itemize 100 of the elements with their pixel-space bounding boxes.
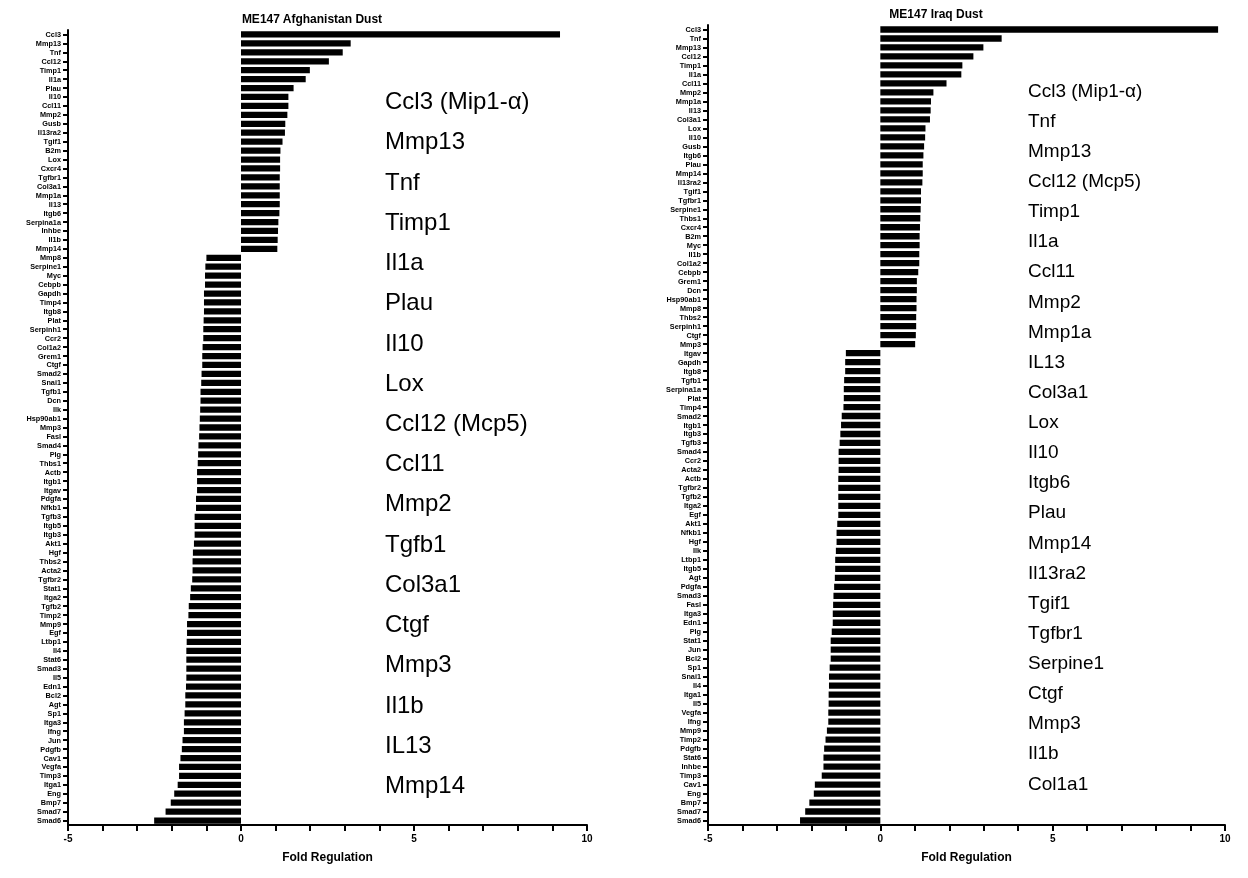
bar: [187, 629, 241, 637]
bar: [183, 719, 241, 726]
bar: [880, 179, 923, 186]
bar: [829, 664, 881, 671]
x-tick-label: 0: [238, 832, 245, 844]
bar: [831, 628, 881, 635]
bar: [192, 549, 241, 556]
annotation: Plau: [1028, 501, 1067, 523]
bar: [200, 406, 241, 413]
x-tick-label: 5: [1049, 832, 1056, 844]
bar: [838, 493, 881, 501]
bar: [205, 272, 241, 279]
bar: [185, 683, 241, 690]
bar: [880, 287, 917, 294]
bar: [241, 201, 280, 208]
bar: [838, 466, 881, 474]
annotation: Ccl12 (Mcp5): [1028, 169, 1141, 191]
bar: [880, 331, 916, 339]
bar: [182, 737, 241, 744]
bar: [823, 754, 881, 761]
annotation: Ccl11: [385, 449, 445, 477]
bar: [880, 197, 921, 204]
bar: [839, 439, 881, 447]
bar: [838, 448, 881, 456]
bar: [203, 335, 241, 342]
x-axis-title: Fold Regulation: [921, 850, 1012, 864]
annotation: Mmp2: [385, 489, 452, 517]
bar: [826, 727, 881, 734]
bar: [834, 583, 881, 590]
bar: [840, 430, 881, 438]
bar: [241, 156, 281, 163]
bar: [835, 565, 881, 572]
bar: [186, 665, 241, 672]
bar: [241, 93, 289, 101]
bar: [198, 442, 241, 449]
bar: [241, 147, 281, 154]
bar: [828, 673, 881, 680]
annotation: Mmp13: [385, 127, 466, 155]
bar: [880, 71, 962, 78]
bar: [823, 763, 881, 770]
annotation: Mmp13: [1028, 139, 1092, 161]
bar: [880, 260, 920, 267]
bar: [194, 531, 241, 538]
bar: [241, 67, 310, 74]
annotation: Il13ra2: [1028, 561, 1087, 583]
bar: [199, 415, 241, 422]
bar: [241, 192, 280, 199]
annotation: Mmp14: [1028, 531, 1092, 553]
x-tick-label: -5: [63, 832, 73, 844]
bar: [843, 403, 881, 411]
bar: [203, 299, 241, 306]
bar: [834, 574, 881, 581]
chart-title: ME147 Afghanistan Dust: [241, 12, 383, 26]
bar: [185, 692, 241, 699]
bar: [830, 637, 881, 644]
bar: [845, 358, 881, 366]
bar: [241, 209, 280, 217]
bar: [241, 165, 281, 172]
annotation: Tgif1: [1028, 591, 1071, 613]
bar: [832, 610, 881, 617]
bar: [201, 370, 241, 378]
bar: [880, 340, 916, 348]
bar: [880, 161, 923, 168]
bar: [241, 84, 294, 92]
annotation: Il1b: [1028, 742, 1059, 764]
bar: [880, 188, 921, 195]
bar: [880, 242, 920, 249]
bar: [188, 611, 241, 619]
bar: [198, 451, 241, 458]
bar: [880, 206, 921, 213]
bar: [241, 245, 278, 252]
annotation: Lox: [385, 368, 424, 396]
bar: [880, 152, 924, 159]
bar: [186, 638, 241, 646]
annotation: Timp1: [1028, 200, 1081, 222]
bar: [824, 745, 881, 752]
annotation: Tnf: [1028, 109, 1057, 131]
bar: [206, 254, 241, 261]
annotation: Tnf: [385, 167, 421, 195]
bar: [241, 49, 343, 56]
bar: [241, 102, 289, 110]
bar: [880, 269, 919, 276]
annotation: Ctgf: [385, 610, 430, 638]
bar: [200, 397, 241, 404]
bar: [880, 215, 921, 222]
bar: [188, 603, 241, 610]
bar: [825, 736, 881, 743]
x-axis-title: Fold Regulation: [282, 850, 373, 864]
bar: [828, 718, 881, 725]
bar: [821, 772, 881, 779]
bar: [199, 424, 241, 431]
bar: [845, 349, 881, 357]
bar: [838, 457, 881, 465]
bar: [830, 655, 881, 662]
x-tick-label: -5: [703, 832, 713, 844]
bar: [837, 520, 881, 528]
bar: [200, 388, 241, 395]
annotation: Il1b: [385, 690, 424, 718]
bar: [196, 495, 241, 503]
bar: [880, 35, 1002, 42]
